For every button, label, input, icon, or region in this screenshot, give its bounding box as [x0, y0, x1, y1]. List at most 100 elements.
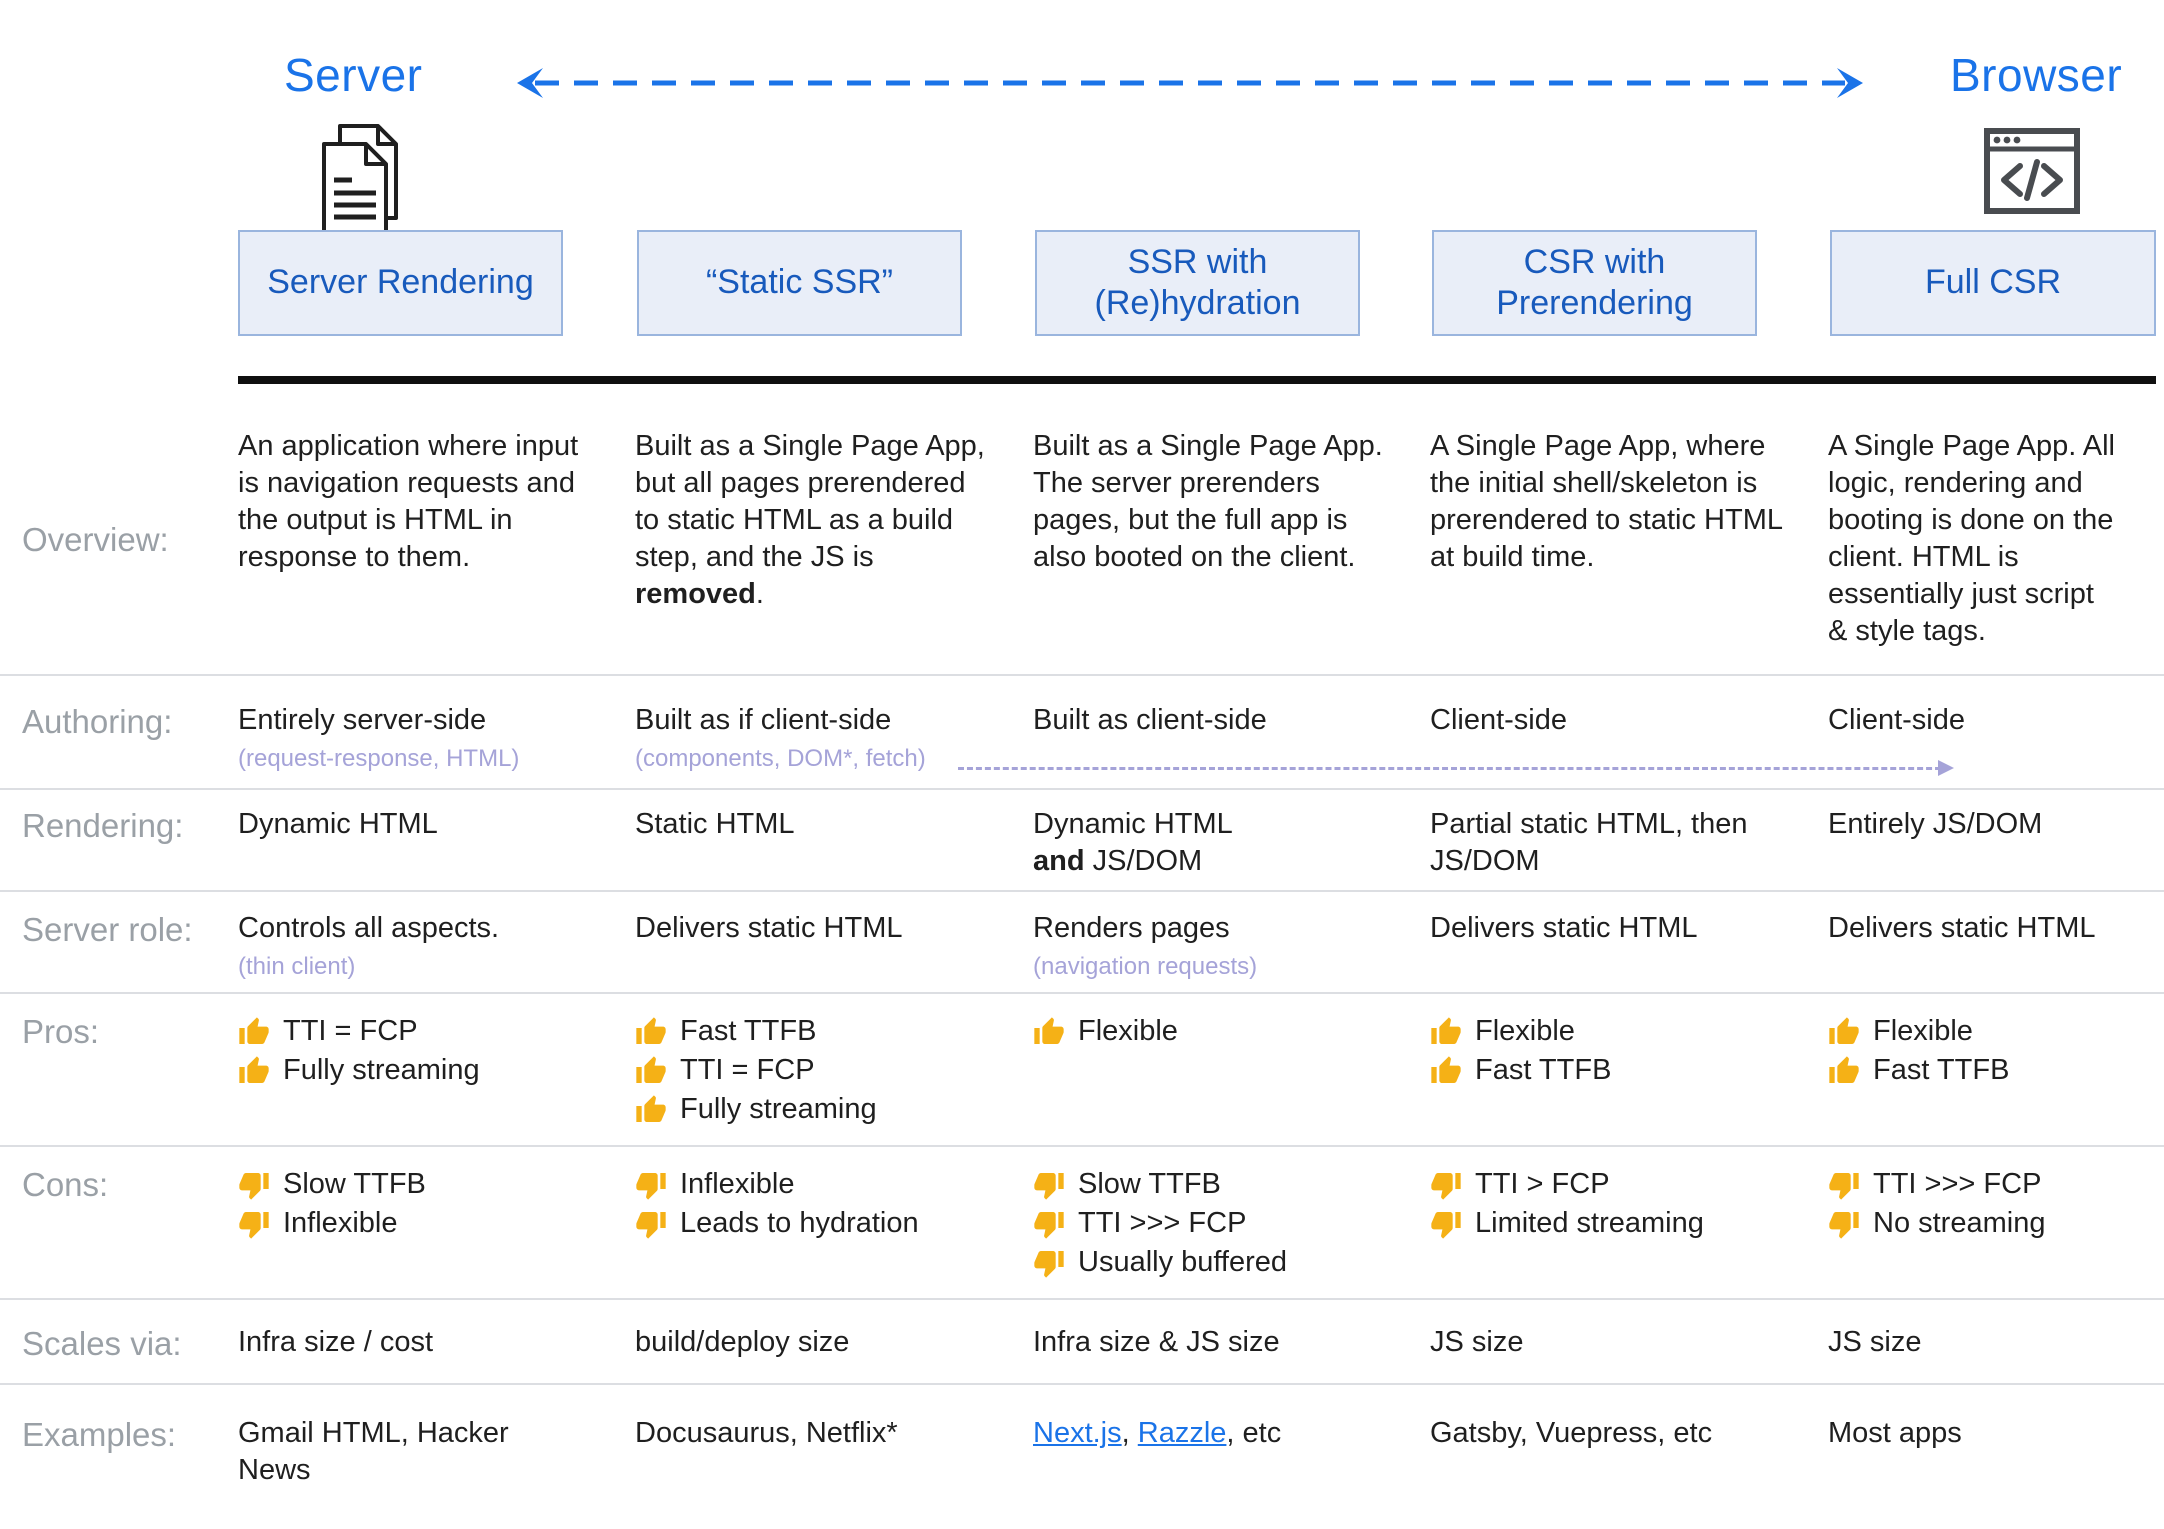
pro-item: Fully streaming — [238, 1051, 589, 1090]
razzle-link[interactable]: Razzle — [1137, 1417, 1227, 1449]
thumbs-down-icon — [1431, 1211, 1461, 1239]
row-authoring: Authoring: Entirely server-side (request… — [0, 676, 2164, 790]
con-item: Slow TTFB — [1033, 1165, 1384, 1204]
server-role-ssr-rehydration-cell: Renders pages (navigation requests) — [1033, 910, 1430, 982]
row-label-rendering: Rendering: — [22, 807, 184, 844]
overview-ssr-rehydration-cell: Built as a Single Page App. The server p… — [1033, 430, 1383, 573]
cons-ssr-rehydration-cell: Slow TTFB TTI >>> FCP Usually buffered — [1033, 1165, 1430, 1282]
thumbs-down-icon — [1034, 1172, 1064, 1200]
pro-item: Fully streaming — [635, 1090, 987, 1129]
scales-full-csr-cell: JS size — [1828, 1326, 1922, 1358]
overview-server-rendering-cell: An application where input is navigation… — [238, 430, 579, 573]
con-item: Slow TTFB — [238, 1165, 589, 1204]
con-item: Usually buffered — [1033, 1243, 1384, 1282]
cons-static-ssr-cell: Inflexible Leads to hydration — [635, 1165, 1033, 1282]
con-item: Inflexible — [238, 1204, 589, 1243]
authoring-ssr-rehydration-cell: Built as client-side — [1033, 704, 1267, 736]
server-role-full-csr-cell: Delivers static HTML — [1828, 912, 2096, 944]
authoring-note: (components, DOM*, fetch) — [635, 745, 926, 772]
row-label-pros: Pros: — [22, 1013, 100, 1050]
column-header-ssr-rehydration: SSR with (Re)hydration — [1035, 230, 1360, 336]
row-label-overview: Overview: — [22, 520, 169, 558]
row-examples: Examples: Gmail HTML, Hacker News Docusa… — [0, 1385, 2164, 1529]
pro-item: Flexible — [1033, 1012, 1384, 1051]
scales-ssr-rehydration-cell: Infra size & JS size — [1033, 1326, 1280, 1358]
thumbs-up-icon — [636, 1016, 666, 1044]
column-header-full-csr: Full CSR — [1830, 230, 2156, 336]
rendering-ssr-rehydration-cell: Dynamic HTML and JS/DOM — [1033, 808, 1233, 877]
thumbs-down-icon — [1829, 1211, 1859, 1239]
client-side-dashed-arrow-icon — [958, 760, 1954, 776]
authoring-full-csr-cell: Client-side — [1828, 704, 1965, 736]
row-scales-via: Scales via: Infra size / cost build/depl… — [0, 1300, 2164, 1385]
thumbs-up-icon — [239, 1055, 269, 1083]
column-header-static-ssr: “Static SSR” — [637, 230, 962, 336]
examples-csr-prerendering-cell: Gatsby, Vuepress, etc — [1430, 1417, 1713, 1449]
server-role-csr-prerendering-cell: Delivers static HTML — [1430, 912, 1698, 944]
column-header-csr-prerendering: CSR with Prerendering — [1432, 230, 1757, 336]
thumbs-up-icon — [1034, 1016, 1064, 1044]
thumbs-down-icon — [636, 1211, 666, 1239]
browser-label: Browser — [1950, 49, 2123, 101]
server-browser-dashed-arrow-icon — [517, 68, 1863, 98]
thumbs-down-icon — [239, 1172, 269, 1200]
cons-server-rendering-cell: Slow TTFB Inflexible — [238, 1165, 635, 1282]
authoring-static-ssr-cell: Built as if client-side (components, DOM… — [635, 702, 1033, 774]
authoring-note: (request-response, HTML) — [238, 745, 520, 772]
row-server-role: Server role: Controls all aspects. (thin… — [0, 892, 2164, 994]
examples-static-ssr-cell: Docusaurus, Netflix* — [635, 1417, 898, 1449]
column-header-server-rendering: Server Rendering — [238, 230, 563, 336]
server-label: Server — [284, 49, 423, 101]
server-role-server-rendering-cell: Controls all aspects. (thin client) — [238, 910, 635, 982]
scales-csr-prerendering-cell: JS size — [1430, 1326, 1524, 1358]
con-item: TTI > FCP — [1430, 1165, 1782, 1204]
thumbs-up-icon — [636, 1055, 666, 1083]
row-cons: Cons: Slow TTFB Inflexible Inflexible Le… — [0, 1147, 2164, 1300]
con-item: No streaming — [1828, 1204, 2118, 1243]
divider-bar — [238, 376, 2156, 384]
con-item: Inflexible — [635, 1165, 987, 1204]
browser-window-code-icon — [1984, 128, 2080, 214]
row-pros: Pros: TTI = FCP Fully streaming Fast TTF… — [0, 994, 2164, 1147]
document-pages-icon — [322, 124, 398, 238]
cons-csr-prerendering-cell: TTI > FCP Limited streaming — [1430, 1165, 1828, 1282]
pro-item: Flexible — [1828, 1012, 2118, 1051]
authoring-csr-prerendering-cell: Client-side — [1430, 704, 1567, 736]
scales-server-rendering-cell: Infra size / cost — [238, 1326, 434, 1358]
row-label-examples: Examples: — [22, 1416, 177, 1453]
thumbs-down-icon — [636, 1172, 666, 1200]
pro-item: Flexible — [1430, 1012, 1782, 1051]
header: Server Browser Server Rendering “Static … — [0, 0, 2164, 388]
examples-ssr-rehydration-cell: Next.js, Razzle, etc — [1033, 1417, 1282, 1449]
server-role-note: (thin client) — [238, 953, 356, 980]
pros-csr-prerendering-cell: Flexible Fast TTFB — [1430, 1012, 1828, 1129]
pros-ssr-rehydration-cell: Flexible — [1033, 1012, 1430, 1129]
pro-item: Fast TTFB — [1828, 1051, 2118, 1090]
cons-full-csr-cell: TTI >>> FCP No streaming — [1828, 1165, 2164, 1282]
con-item: Leads to hydration — [635, 1204, 987, 1243]
nextjs-link[interactable]: Next.js — [1033, 1417, 1122, 1449]
rendering-full-csr-cell: Entirely JS/DOM — [1828, 808, 2043, 840]
overview-static-ssr-cell: Built as a Single Page App, but all page… — [635, 430, 985, 610]
row-overview: Overview: An application where input is … — [0, 388, 2164, 676]
rendering-server-rendering-cell: Dynamic HTML — [238, 808, 438, 840]
thumbs-up-icon — [1829, 1055, 1859, 1083]
con-item: Limited streaming — [1430, 1204, 1782, 1243]
rendering-static-ssr-cell: Static HTML — [635, 808, 795, 840]
thumbs-up-icon — [239, 1016, 269, 1044]
overview-csr-prerendering-cell: A Single Page App, where the initial she… — [1430, 430, 1782, 573]
thumbs-up-icon — [636, 1094, 666, 1122]
rendering-csr-prerendering-cell: Partial static HTML, then JS/DOM — [1430, 808, 1748, 877]
thumbs-up-icon — [1829, 1016, 1859, 1044]
row-label-authoring: Authoring: — [22, 703, 173, 740]
thumbs-up-icon — [1431, 1055, 1461, 1083]
authoring-server-rendering-cell: Entirely server-side (request-response, … — [238, 702, 635, 774]
pros-full-csr-cell: Flexible Fast TTFB — [1828, 1012, 2164, 1129]
server-role-static-ssr-cell: Delivers static HTML — [635, 912, 903, 944]
thumbs-up-icon — [1431, 1016, 1461, 1044]
row-rendering: Rendering: Dynamic HTML Static HTML Dyna… — [0, 790, 2164, 892]
con-item: TTI >>> FCP — [1828, 1165, 2118, 1204]
scales-static-ssr-cell: build/deploy size — [635, 1326, 850, 1358]
pro-item: TTI = FCP — [635, 1051, 987, 1090]
overview-full-csr-cell: A Single Page App. All logic, rendering … — [1828, 430, 2115, 647]
